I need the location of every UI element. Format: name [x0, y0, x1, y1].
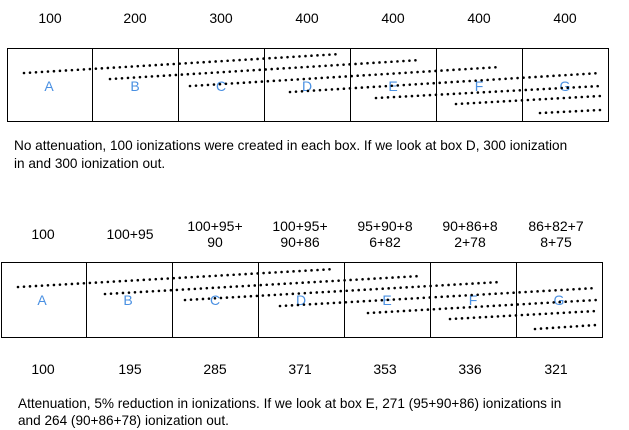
bottom-header-c-line1: 100+95+: [187, 218, 243, 234]
bottom-header-g-line1: 86+82+7: [528, 218, 584, 234]
bottom-total-g: 321: [544, 361, 568, 377]
top-header-d: 400: [295, 10, 319, 26]
bottom-header-e-line1: 95+90+8: [357, 218, 413, 234]
top-label-a: A: [44, 78, 54, 94]
top-label-b: B: [130, 78, 140, 94]
top-header-e: 400: [381, 10, 405, 26]
bottom-header-d: 100+95+ 90+86: [263, 218, 337, 250]
bottom-header-c-line2: 90: [207, 234, 223, 250]
bottom-header-g-line2: 8+75: [540, 234, 572, 250]
bottom-header-e: 95+90+8 6+82: [348, 218, 422, 250]
bottom-header-d-line2: 90+86: [280, 234, 320, 250]
bottom-box-g: [516, 262, 603, 338]
bottom-total-f: 336: [458, 361, 482, 377]
bottom-total-d: 371: [288, 361, 312, 377]
top-header-g: 400: [553, 10, 577, 26]
bottom-label-d: D: [295, 292, 307, 308]
bottom-total-e: 353: [373, 361, 397, 377]
bottom-header-b: 100+95: [93, 226, 167, 242]
top-header-a: 100: [38, 10, 62, 26]
top-header-c: 300: [209, 10, 233, 26]
bottom-header-b-line1: 100+95: [106, 226, 154, 242]
bottom-label-g: G: [553, 292, 565, 308]
bottom-header-a-line1: 100: [31, 226, 55, 242]
top-header-f: 400: [467, 10, 491, 26]
bottom-total-b: 195: [118, 361, 142, 377]
bottom-label-f: F: [468, 292, 478, 308]
bottom-header-a: 100: [6, 226, 80, 242]
top-label-d: D: [301, 78, 313, 94]
bottom-header-d-line1: 100+95+: [272, 218, 328, 234]
top-label-c: C: [215, 78, 227, 94]
top-caption-line-1: No attenuation, 100 ionizations were cre…: [14, 138, 568, 153]
bottom-label-a: A: [37, 292, 47, 308]
top-label-g: G: [559, 78, 571, 94]
bottom-header-g: 86+82+7 8+75: [519, 218, 593, 250]
top-header-b: 200: [123, 10, 147, 26]
bottom-header-c: 100+95+ 90: [178, 218, 252, 250]
bottom-label-b: B: [123, 292, 133, 308]
top-box-g: [522, 48, 609, 122]
top-label-f: F: [474, 78, 484, 94]
bottom-total-a: 100: [31, 361, 55, 377]
bottom-header-f-line1: 90+86+8: [442, 218, 498, 234]
bottom-caption-line-2: and 264 (90+86+78) ionization out.: [18, 413, 229, 428]
bottom-caption-line-1: Attenuation, 5% reduction in ionizations…: [18, 396, 562, 411]
top-caption-line-2: in and 300 ionization out.: [14, 156, 166, 171]
bottom-total-c: 285: [203, 361, 227, 377]
bottom-header-e-line2: 6+82: [369, 234, 401, 250]
bottom-header-f-line2: 2+78: [454, 234, 486, 250]
bottom-label-c: C: [209, 292, 221, 308]
bottom-header-f: 90+86+8 2+78: [433, 218, 507, 250]
